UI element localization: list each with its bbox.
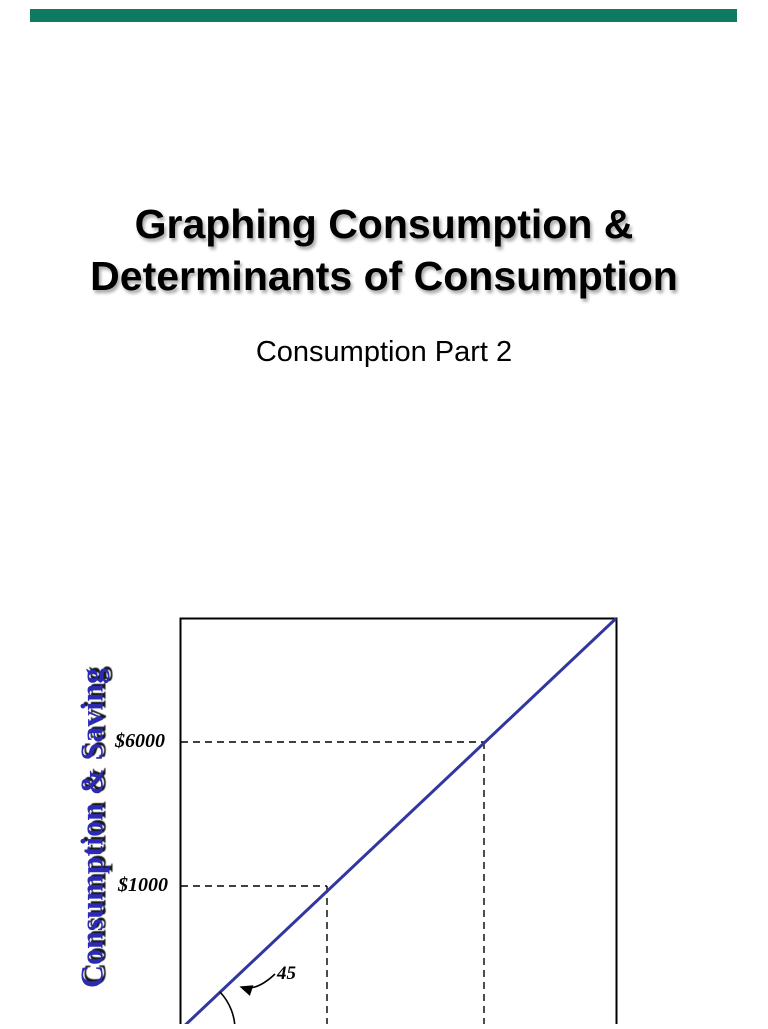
- plot-box: [179, 617, 618, 1029]
- slide-accent-bar: [30, 9, 737, 22]
- slide-title-line-2: Determinants of Consumption: [90, 253, 678, 300]
- angle-arrow: [239, 973, 276, 996]
- y-axis-label: Consumption & Saving: [73, 667, 110, 989]
- slide-subtitle: Consumption Part 2: [255, 336, 513, 368]
- slide-title: Graphing Consumption & Determinants of C…: [34, 198, 734, 302]
- forty-five-degree-line: [178, 617, 618, 1029]
- angle-arc: [219, 991, 236, 1029]
- angle-label: 45: [277, 963, 296, 984]
- y-tick-1000: $1000: [118, 874, 168, 896]
- y-tick-6000: $6000: [115, 730, 165, 752]
- slide-title-line-1: Graphing Consumption &: [134, 201, 634, 247]
